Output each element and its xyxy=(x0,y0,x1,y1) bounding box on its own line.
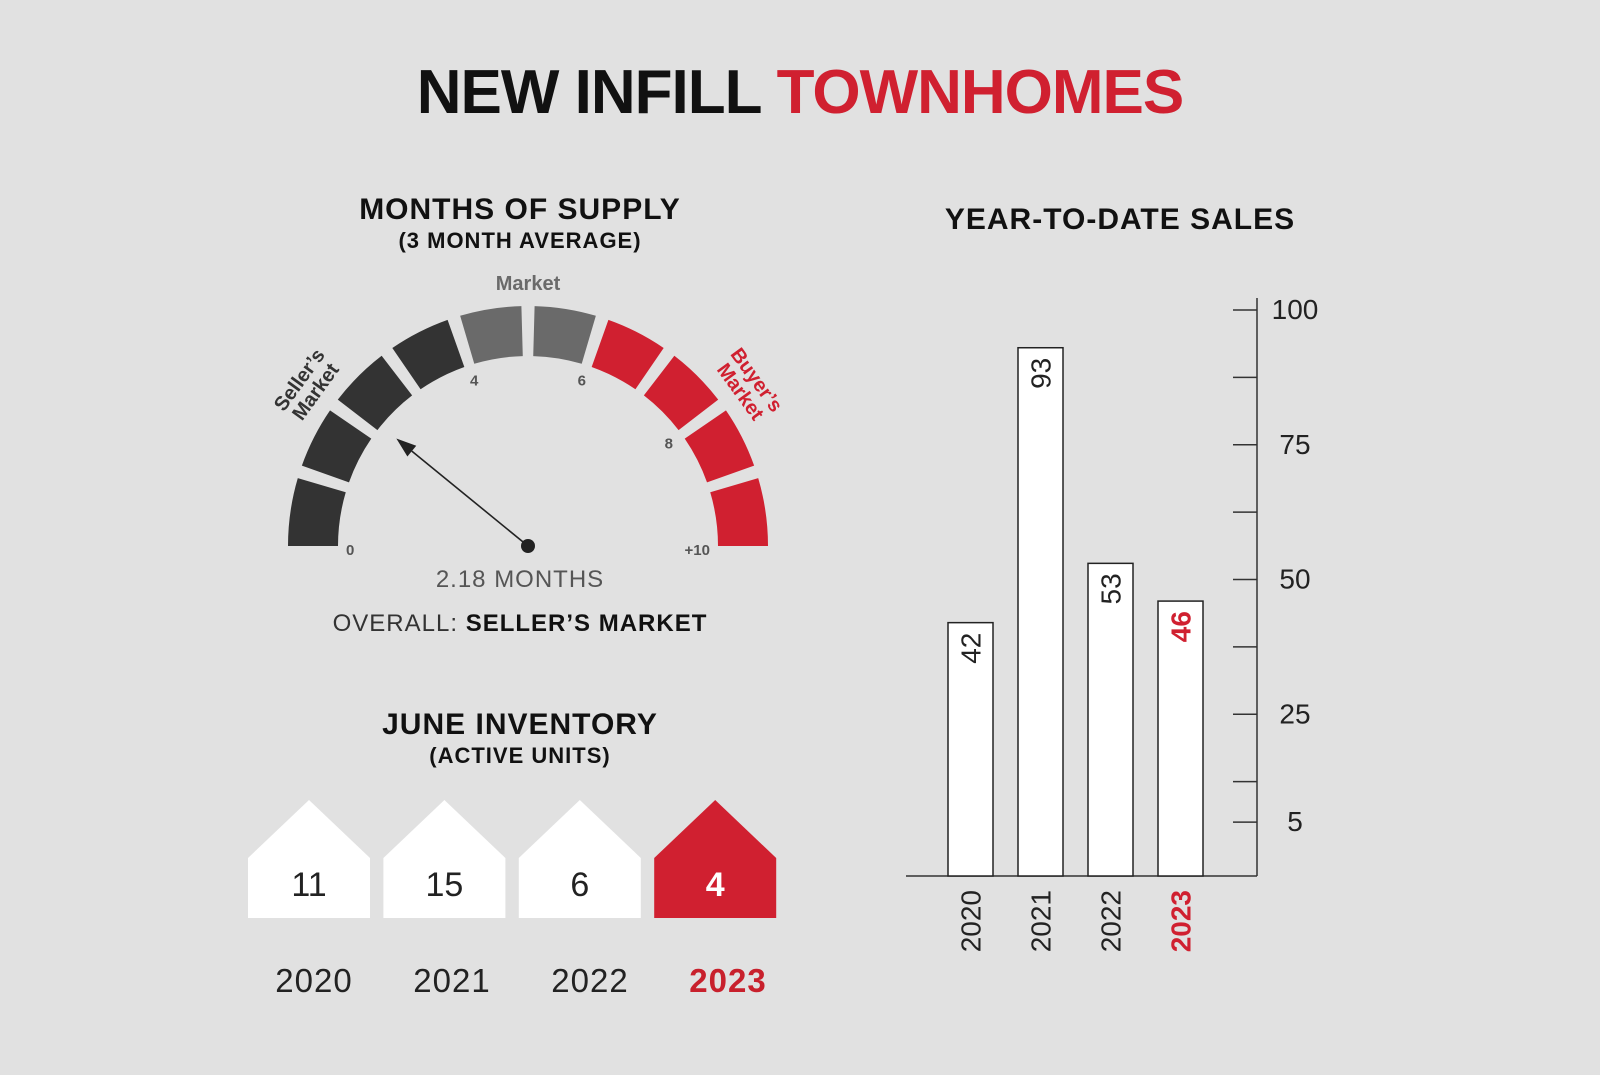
gauge-tick-label: +10 xyxy=(685,542,710,559)
overall-prefix: OVERALL: xyxy=(332,610,459,637)
y-tick-label: 75 xyxy=(1279,429,1310,460)
house-value: 11 xyxy=(291,866,326,904)
gauge-segment xyxy=(392,319,465,390)
inventory-houses: 11 15 6 4 xyxy=(248,800,777,918)
gauge-segment xyxy=(591,319,664,390)
overall-market-status: OVERALL: SELLER’S MARKET xyxy=(250,610,790,638)
supply-title: MONTHS OF SUPPLY xyxy=(359,193,681,226)
title-part-2: TOWNHOMES xyxy=(776,58,1185,127)
x-tick-label: 2023 xyxy=(1166,890,1197,952)
house-value: 15 xyxy=(425,866,463,904)
inventory-house-2023: 4 xyxy=(654,800,777,918)
y-tick-label: 25 xyxy=(1279,698,1310,729)
house-value: 4 xyxy=(706,866,725,904)
gauge-segment xyxy=(643,355,719,431)
gauge-needle xyxy=(411,450,529,547)
inventory-year-2022: 2022 xyxy=(551,962,629,999)
house-shape xyxy=(654,800,777,918)
page-title: NEW INFILL TOWNHOMES xyxy=(0,62,1600,124)
house-value: 6 xyxy=(570,866,589,904)
bar-2022 xyxy=(1087,562,1134,877)
inventory-year-2023: 2023 xyxy=(689,962,767,999)
house-shape xyxy=(383,800,506,918)
overall-value: SELLER’S MARKET xyxy=(465,610,708,637)
inventory-year-2020: 2020 xyxy=(275,962,353,999)
bar-value-label: 46 xyxy=(1166,611,1197,642)
gauge-tick-label: 4 xyxy=(470,373,479,390)
gauge-zone-label-line: Market xyxy=(496,273,561,295)
inventory-year-2021: 2021 xyxy=(413,962,491,999)
bar-2021 xyxy=(1017,346,1064,877)
x-tick-label: 2020 xyxy=(956,890,987,952)
inventory-subtitle: (ACTIVE UNITS) xyxy=(429,742,611,768)
gauge-segment xyxy=(710,478,768,546)
bar-2020 xyxy=(947,621,994,877)
house-shape xyxy=(248,800,370,918)
gauge-tick-label: 0 xyxy=(346,542,354,559)
months-of-supply-gauge: 0468+10Seller’sMarketBalancedMarketBuyer… xyxy=(270,270,787,559)
gauge-segment xyxy=(533,306,596,364)
gauge-segment xyxy=(288,478,346,546)
x-tick-label: 2021 xyxy=(1026,890,1057,952)
y-tick-label: 5 xyxy=(1287,806,1303,837)
sales-chart-title: YEAR-TO-DATE SALES xyxy=(944,203,1296,236)
supply-subtitle: (3 MONTH AVERAGE) xyxy=(398,227,642,253)
gauge-tick-label: 8 xyxy=(665,436,673,453)
gauge-segment xyxy=(301,410,372,483)
gauge-segment xyxy=(460,306,523,364)
title-part-1: NEW INFILL xyxy=(416,58,762,127)
house-shape xyxy=(518,800,641,918)
gauge-zone-label-line: Balanced xyxy=(484,270,573,275)
year-to-date-sales-chart: 5 25 50 75 100 42 2020 93 2021 53 2022 46 2023 xyxy=(906,294,1319,952)
gauge-zone-label: BalancedMarket xyxy=(484,270,573,295)
inventory-title: JUNE INVENTORY xyxy=(382,708,658,741)
supply-header: MONTHS OF SUPPLY (3 MONTH AVERAGE) xyxy=(250,193,790,253)
inventory-house-2021: 15 xyxy=(383,800,506,918)
bar-value-label: 53 xyxy=(1096,573,1127,604)
inventory-house-2020: 11 xyxy=(248,800,370,918)
bar-value-label: 42 xyxy=(956,633,987,664)
bar-value-label: 93 xyxy=(1026,358,1057,389)
y-tick-label: 100 xyxy=(1272,294,1319,325)
inventory-house-2022: 6 xyxy=(518,800,641,918)
bar-2023 xyxy=(1157,600,1204,877)
inventory-header: JUNE INVENTORY (ACTIVE UNITS) xyxy=(250,708,790,768)
gauge-segment xyxy=(337,355,413,431)
gauge-needle-hub xyxy=(521,539,535,553)
supply-value-label: 2.18 MONTHS xyxy=(435,566,605,593)
gauge-segment xyxy=(684,410,755,483)
x-tick-label: 2022 xyxy=(1096,890,1127,952)
gauge-needle-head xyxy=(396,438,417,457)
y-tick-label: 50 xyxy=(1279,564,1310,595)
gauge-tick-label: 6 xyxy=(578,373,586,390)
